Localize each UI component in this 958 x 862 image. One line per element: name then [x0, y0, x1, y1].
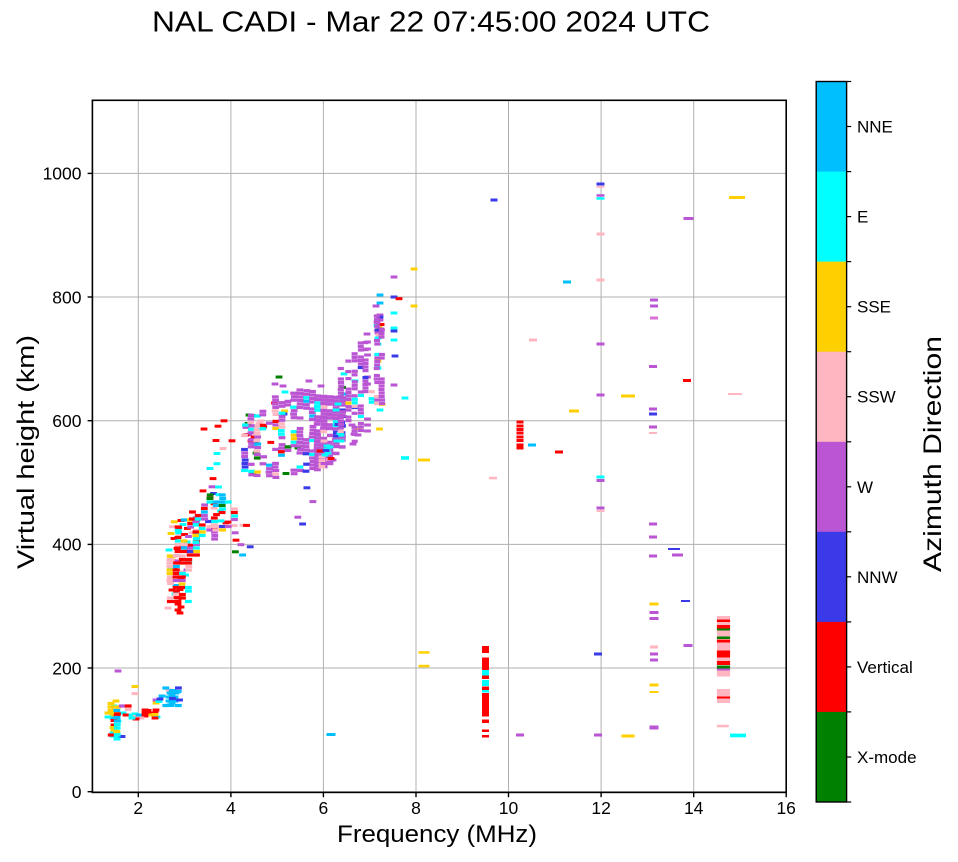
svg-text:2: 2: [133, 798, 143, 818]
svg-text:1000: 1000: [43, 164, 82, 184]
svg-text:200: 200: [52, 658, 81, 678]
svg-text:10: 10: [499, 798, 519, 818]
svg-text:NAL CADI - Mar 22 07:45:00 202: NAL CADI - Mar 22 07:45:00 2024 UTC: [152, 7, 710, 39]
svg-text:NNW: NNW: [857, 568, 898, 587]
svg-text:16: 16: [776, 798, 795, 818]
svg-text:12: 12: [591, 798, 610, 818]
svg-text:NNE: NNE: [857, 118, 893, 137]
svg-text:SSW: SSW: [857, 388, 896, 407]
svg-text:400: 400: [52, 535, 81, 555]
svg-text:14: 14: [684, 798, 704, 818]
svg-text:E: E: [857, 208, 868, 227]
svg-text:SSE: SSE: [857, 298, 891, 317]
svg-text:600: 600: [52, 411, 81, 431]
svg-text:4: 4: [226, 798, 236, 818]
svg-text:X-mode: X-mode: [857, 748, 917, 767]
svg-text:6: 6: [319, 798, 329, 818]
svg-text:W: W: [857, 478, 873, 497]
svg-text:Virtual height (km): Virtual height (km): [13, 335, 40, 569]
svg-text:800: 800: [52, 287, 81, 307]
svg-text:Azimuth Direction: Azimuth Direction: [919, 336, 947, 572]
svg-text:Frequency (MHz): Frequency (MHz): [337, 821, 537, 848]
svg-text:Vertical: Vertical: [857, 658, 913, 677]
svg-text:0: 0: [72, 782, 82, 802]
svg-text:8: 8: [411, 798, 421, 818]
